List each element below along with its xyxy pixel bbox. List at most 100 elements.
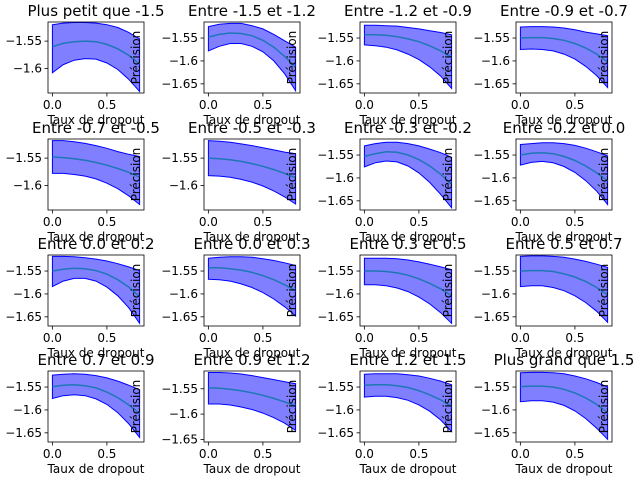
subplot-title: Entre 0.0 et 0.2 bbox=[37, 235, 154, 253]
axes-frame bbox=[203, 21, 301, 94]
y-tick-label: −1.65 bbox=[161, 77, 198, 91]
x-tick-label: 0.5 bbox=[97, 98, 116, 112]
x-tick-label: 0.0 bbox=[43, 447, 62, 461]
y-tick-label: −1.6 bbox=[169, 407, 198, 421]
x-axis-label: Taux de dropout bbox=[47, 462, 145, 476]
x-tick-label: 0.5 bbox=[97, 447, 116, 461]
y-tick-label: −1.6 bbox=[481, 403, 510, 417]
x-axis-label: Taux de dropout bbox=[515, 462, 613, 476]
x-tick-label: 0.5 bbox=[253, 215, 272, 229]
x-tick-label: 0.5 bbox=[97, 215, 116, 229]
y-tick-label: −1.55 bbox=[317, 148, 354, 162]
y-axis-label: Précision bbox=[441, 264, 455, 318]
x-tick-label: 0.5 bbox=[409, 447, 428, 461]
subplot: 0.0 0.5 −1.55 −1.6 −1.65 Entre -1.2 et -0.9 Ta… bbox=[317, 2, 472, 127]
x-tick-label: 0.5 bbox=[565, 215, 584, 229]
y-tick-label: −1.65 bbox=[317, 426, 354, 440]
y-tick-label: −1.65 bbox=[473, 426, 510, 440]
mean-line bbox=[364, 383, 452, 407]
mean-line bbox=[520, 385, 609, 414]
confidence-band bbox=[207, 22, 297, 93]
subplot-title: Entre 0.5 et 0.7 bbox=[505, 235, 622, 253]
y-tick-label: −1.55 bbox=[161, 382, 198, 396]
subplot-title: Plus grand que 1.5 bbox=[494, 351, 635, 369]
x-tick-label: 0.0 bbox=[511, 215, 530, 229]
x-axis-label: Taux de dropout bbox=[203, 346, 301, 360]
axes-frame bbox=[359, 370, 457, 443]
x-tick-label: 0.0 bbox=[199, 98, 218, 112]
y-tick-label: −1.6 bbox=[169, 287, 198, 301]
subplot-title: Entre -0.5 et -0.3 bbox=[188, 119, 316, 137]
x-axis-label: Taux de dropout bbox=[515, 230, 613, 244]
y-tick-label: −1.55 bbox=[317, 31, 354, 45]
axes-frame bbox=[515, 138, 613, 211]
x-tick-label: 0.5 bbox=[409, 98, 428, 112]
x-axis-label: Taux de dropout bbox=[203, 230, 301, 244]
axes-frame bbox=[515, 254, 613, 327]
subplot: 0.0 0.5 −1.55 −1.6 −1.65 Entre -0.2 et 0.0 Tau… bbox=[473, 119, 625, 244]
x-tick-label: 0.0 bbox=[511, 447, 530, 461]
y-tick-label: −1.55 bbox=[5, 264, 42, 278]
axes-frame bbox=[47, 138, 145, 211]
y-tick-label: −1.55 bbox=[473, 31, 510, 45]
y-axis-label: Précision bbox=[597, 148, 611, 202]
x-tick-label: 0.5 bbox=[565, 331, 584, 345]
y-tick-label: −1.6 bbox=[325, 54, 354, 68]
subplot: 0.0 0.5 −1.55 −1.6 −1.65 Entre 0.5 et 0.7 Taux… bbox=[473, 235, 622, 360]
y-tick-label: −1.6 bbox=[13, 178, 42, 192]
confidence-band bbox=[51, 22, 141, 93]
confidence-band bbox=[207, 372, 297, 432]
y-axis-label: Précision bbox=[285, 264, 299, 318]
axes-frame bbox=[47, 254, 145, 327]
y-axis-label: Précision bbox=[129, 148, 143, 202]
subplot-title: Entre -0.3 et -0.2 bbox=[344, 119, 472, 137]
subplot-title: Entre 0.9 et 1.2 bbox=[193, 351, 310, 369]
confidence-band bbox=[51, 140, 141, 206]
mean-line bbox=[52, 40, 141, 65]
axes-frame bbox=[359, 21, 457, 94]
y-tick-label: −1.6 bbox=[481, 54, 510, 68]
x-tick-label: 0.0 bbox=[43, 331, 62, 345]
subplot: 0.0 0.5 −1.55 −1.6 −1.65 Entre -1.5 et -1.2 Ta… bbox=[161, 2, 316, 127]
subplot: 0.0 0.5 −1.55 −1.6 Entre -0.5 et -0.3 Taux de… bbox=[161, 119, 316, 244]
y-tick-label: −1.6 bbox=[325, 287, 354, 301]
subplot-title: Entre 0.7 et 0.9 bbox=[37, 351, 154, 369]
y-tick-label: −1.65 bbox=[317, 310, 354, 324]
subplot-title: Entre -0.9 et -0.7 bbox=[500, 2, 628, 20]
x-tick-label: 0.0 bbox=[199, 447, 218, 461]
confidence-band bbox=[207, 256, 297, 317]
y-tick-label: −1.55 bbox=[473, 380, 510, 394]
y-tick-label: −1.65 bbox=[5, 426, 42, 440]
confidence-band bbox=[51, 255, 141, 325]
confidence-band bbox=[363, 141, 453, 210]
confidence-band bbox=[363, 373, 453, 433]
x-tick-label: 0.0 bbox=[43, 215, 62, 229]
confidence-band bbox=[51, 373, 141, 439]
subplot-title: Entre -1.5 et -1.2 bbox=[188, 2, 316, 20]
x-tick-label: 0.5 bbox=[253, 447, 272, 461]
mean-line bbox=[520, 269, 609, 296]
y-tick-label: −1.55 bbox=[161, 31, 198, 45]
axes-frame bbox=[47, 370, 145, 443]
mean-line bbox=[52, 156, 140, 178]
axes-frame bbox=[203, 370, 301, 443]
subplot: 0.0 0.5 −1.55 −1.6 −1.65 Entre -0.9 et -0.7 Ta… bbox=[473, 2, 628, 127]
axes-frame bbox=[359, 254, 457, 327]
x-axis-label: Taux de dropout bbox=[47, 230, 145, 244]
x-tick-label: 0.5 bbox=[97, 331, 116, 345]
x-tick-label: 0.0 bbox=[355, 331, 374, 345]
y-axis-label: Précision bbox=[285, 148, 299, 202]
x-axis-label: Taux de dropout bbox=[203, 113, 301, 127]
y-tick-label: −1.6 bbox=[481, 287, 510, 301]
subplot-grid: 0.0 0.5 −1.55 −1.6 Plus petit que -1.5 Taux d… bbox=[5, 2, 634, 476]
mean-line bbox=[208, 267, 296, 292]
x-tick-label: 0.5 bbox=[253, 331, 272, 345]
y-tick-label: −1.6 bbox=[13, 287, 42, 301]
y-axis-label: Précision bbox=[441, 148, 455, 202]
mean-line bbox=[208, 157, 296, 179]
y-tick-label: −1.55 bbox=[473, 148, 510, 162]
x-tick-label: 0.0 bbox=[355, 447, 374, 461]
y-tick-label: −1.6 bbox=[13, 403, 42, 417]
y-tick-label: −1.6 bbox=[481, 171, 510, 185]
y-axis-label: Précision bbox=[441, 31, 455, 85]
